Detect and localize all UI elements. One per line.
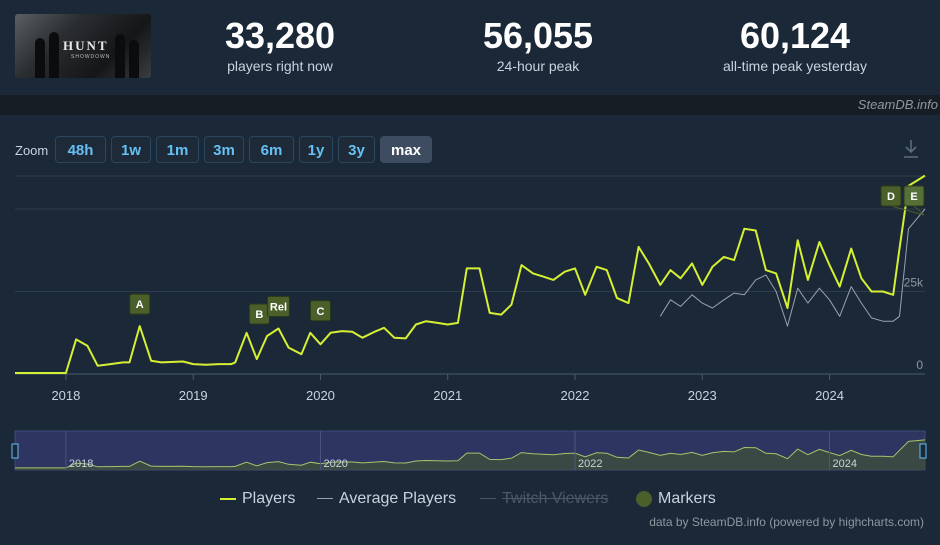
stat-label: all-time peak yesterday — [723, 58, 867, 74]
x-tick-label: 2021 — [433, 388, 462, 403]
series-players-line — [15, 174, 926, 374]
x-tick-label: 2023 — [688, 388, 717, 403]
marker-b-label: B — [255, 309, 263, 321]
x-tick-label: 2020 — [306, 388, 335, 403]
legend-twitch-swatch — [480, 498, 496, 500]
game-logo-sub: SHOWDOWN — [71, 54, 111, 60]
navigator-area — [15, 439, 925, 470]
legend-twitch-label: Twitch Viewers — [502, 490, 609, 507]
legend-twitch-viewers[interactable]: Twitch Viewers — [480, 490, 608, 508]
marker-e-label: E — [910, 191, 917, 203]
navigator-x-label: 2024 — [833, 458, 857, 470]
x-tick-label: 2019 — [179, 388, 208, 403]
chart-panel — [0, 115, 940, 545]
legend-players[interactable]: Players — [220, 490, 295, 508]
stats-header: HUNT SHOWDOWN 33,280 players right now 5… — [0, 0, 940, 95]
game-thumbnail[interactable]: HUNT SHOWDOWN — [15, 14, 151, 78]
marker-d-label: D — [887, 191, 895, 203]
stat-value: 56,055 — [482, 15, 594, 56]
download-icon[interactable] — [902, 138, 920, 160]
marker-a-flag — [129, 293, 151, 315]
navigator-line — [15, 439, 926, 469]
zoom-3m-button[interactable]: 3m — [204, 136, 244, 163]
marker-c-flag — [309, 300, 331, 322]
y-tick-label: 25k — [904, 276, 924, 290]
x-tick-label: 2018 — [51, 388, 80, 403]
zoom-1y-button[interactable]: 1y — [299, 136, 333, 163]
navigator-x-label: 2018 — [69, 458, 93, 470]
stat-value: 33,280 — [224, 15, 336, 56]
stat-label: players right now — [227, 58, 333, 74]
stat-24h-peak: 56,055 24-hour peak — [438, 15, 638, 75]
zoom-1m-button[interactable]: 1m — [156, 136, 199, 163]
navigator-x-label: 2022 — [578, 458, 602, 470]
marker-e-flag — [903, 185, 925, 207]
zoom-3y-button[interactable]: 3y — [338, 136, 375, 163]
zoom-max-button[interactable]: max — [380, 136, 432, 163]
legend-players-swatch — [220, 497, 236, 500]
steamdb-credit[interactable]: SteamDB.info — [857, 97, 938, 112]
marker-connector — [890, 205, 925, 216]
stat-all-time-peak: 60,124 all-time peak yesterday — [695, 15, 895, 75]
marker-connector — [913, 205, 925, 216]
marker-rel-label: Rel — [270, 301, 287, 313]
navigator-right-handle — [919, 443, 927, 459]
legend-markers-label: Markers — [658, 490, 716, 507]
game-logo: HUNT — [63, 38, 109, 53]
marker-a-label: A — [136, 299, 144, 311]
navigator-x-label: 2020 — [323, 458, 347, 470]
zoom-48h-button[interactable]: 48h — [55, 136, 106, 163]
legend-average-players[interactable]: Average Players — [317, 490, 456, 508]
marker-rel-flag — [266, 295, 290, 317]
legend-markers[interactable]: Markers — [636, 490, 716, 508]
x-tick-label: 2024 — [815, 388, 844, 403]
zoom-label: Zoom — [15, 143, 49, 158]
series-average-line — [659, 208, 926, 327]
stat-label: 24-hour peak — [496, 58, 580, 74]
y-tick-label: 0 — [916, 358, 923, 372]
legend-players-label: Players — [242, 490, 296, 507]
zoom-1w-button[interactable]: 1w — [111, 136, 151, 163]
marker-c-label: C — [316, 306, 324, 318]
highcharts-credit[interactable]: data by SteamDB.info (powered by highcha… — [649, 515, 924, 529]
zoom-6m-button[interactable]: 6m — [249, 136, 294, 163]
stat-value: 60,124 — [739, 15, 851, 56]
legend-markers-swatch — [636, 490, 652, 507]
x-tick-label: 2022 — [561, 388, 590, 403]
marker-d-flag — [880, 185, 902, 207]
stat-current: 33,280 players right now — [180, 15, 380, 75]
legend-average-label: Average Players — [339, 490, 457, 507]
legend-average-swatch — [317, 498, 333, 500]
navigator-left-handle — [11, 443, 19, 459]
